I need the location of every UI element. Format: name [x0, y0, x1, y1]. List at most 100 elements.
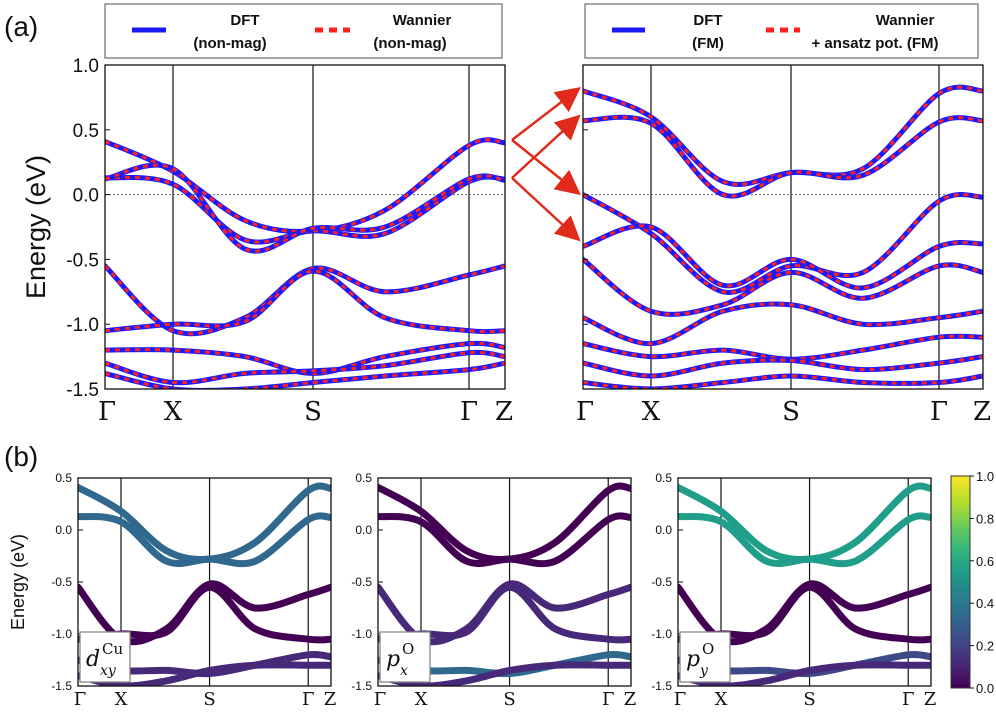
- y-tick-label: -0.5: [51, 575, 72, 589]
- dft-band-band-8: [105, 360, 505, 389]
- wannier-band-band-1: [583, 85, 983, 186]
- kpath-label: S: [203, 689, 215, 710]
- y-tick-label: 0.5: [73, 121, 99, 142]
- orbital-sup: O: [702, 640, 714, 658]
- y-tick-label: -0.5: [66, 250, 99, 271]
- panel-label-b: (b): [4, 441, 38, 472]
- wannier-band-band-6: [583, 302, 983, 346]
- kpath-label: Γ: [576, 397, 594, 427]
- wannier-band-band-1: [105, 138, 505, 233]
- wannier-band-band-5: [583, 258, 983, 316]
- kpath-label: X: [415, 689, 428, 710]
- y-tick-label: 0.0: [655, 523, 672, 537]
- legend-right-dft-line2: (FM): [692, 35, 724, 52]
- legend-right-wan-line2: + ansatz pot. (FM): [811, 35, 938, 52]
- bands: [105, 137, 505, 389]
- dft-band-band-3: [583, 192, 983, 295]
- dft-band-band-1: [105, 137, 505, 234]
- kpath-label: S: [304, 397, 322, 427]
- kpath-label: Z: [973, 397, 991, 427]
- projected-band-band-2: [678, 512, 931, 568]
- y-tick-label: -1.5: [351, 679, 372, 693]
- wannier-band-band-4: [105, 264, 505, 336]
- kpath-label: Z: [624, 689, 637, 710]
- orbital-label-box: [679, 631, 731, 683]
- kpath-label: S: [803, 689, 815, 710]
- y-tick-label: -1.0: [51, 627, 72, 641]
- dft-band-band-2: [583, 114, 983, 199]
- wannier-band-band-7: [105, 350, 505, 385]
- y-tick-label: -1.5: [66, 380, 99, 401]
- kpath-label: Γ: [98, 397, 116, 427]
- wannier-band-band-3: [105, 163, 505, 253]
- legend-left-dft-line2: (non-mag): [193, 35, 266, 52]
- dft-band-band-3: [105, 162, 505, 254]
- colorbar-tick-label: 0.4: [976, 596, 994, 611]
- kpath-label: S: [782, 397, 800, 427]
- orbital-label-box: [79, 631, 131, 683]
- arrows: [511, 86, 581, 242]
- kpath-label: Z: [924, 689, 937, 710]
- legend-left: DFT (non-mag) Wannier (non-mag): [104, 3, 503, 59]
- axes-frame: [582, 64, 984, 390]
- kpath-label: Γ: [74, 689, 87, 710]
- y-tick-label: -1.0: [351, 627, 372, 641]
- wannier-band-band-2: [583, 115, 983, 198]
- bands: [583, 84, 983, 389]
- kpath-label: Γ: [302, 689, 315, 710]
- y-tick-label: -1.5: [651, 679, 672, 693]
- wannier-band-band-8: [105, 361, 505, 389]
- orbital-sub: y: [699, 663, 709, 679]
- orbital-base: p: [386, 647, 400, 672]
- projected-band-band-6: [78, 661, 331, 686]
- kpath-label: Z: [495, 397, 513, 427]
- panel-label-a: (a): [4, 11, 38, 42]
- y-tick-label: 0.0: [55, 523, 72, 537]
- y-tick-label: 0.0: [73, 186, 99, 207]
- axes-frame: [104, 64, 506, 390]
- chart-b-px: 0.50.0-0.5-1.0-1.5Γ X S Γ Zp xO: [351, 471, 636, 710]
- kpath-label: S: [503, 689, 515, 710]
- kpath-label: Γ: [602, 689, 615, 710]
- arrow-down-1: [511, 139, 581, 196]
- kpath-label: X: [115, 689, 128, 710]
- legend-left-wan-line1: Wannier: [393, 12, 452, 29]
- kpath-label: Γ: [460, 397, 478, 427]
- y-tick-label: 0.5: [55, 471, 72, 485]
- wannier-band-band-8: [583, 355, 983, 378]
- y-axis-label: Energy (eV): [21, 155, 51, 299]
- kpath-label: Γ: [902, 689, 915, 710]
- orbital-sub: x: [400, 663, 408, 679]
- arrow-up-2: [511, 114, 581, 179]
- wannier-band-band-7: [583, 334, 983, 361]
- dft-band-band-5: [105, 268, 505, 335]
- kpath-label: X: [164, 397, 183, 427]
- y-tick-label: -1.0: [66, 315, 99, 336]
- kpath-label: Γ: [374, 689, 387, 710]
- projected-band-band-6: [378, 661, 631, 686]
- legend-right-wan-line1: Wannier: [876, 12, 935, 29]
- y-tick-label: -1.5: [51, 679, 72, 693]
- y-tick-label: 1.0: [73, 56, 99, 77]
- orbital-sub: xy: [100, 663, 117, 679]
- y-axis-label: Energy (eV): [8, 534, 28, 630]
- kpath-label: Z: [324, 689, 337, 710]
- projected-band-band-6: [678, 661, 931, 686]
- legend-left-dft-line1: DFT: [230, 12, 259, 29]
- legend-right-dft-line1: DFT: [693, 12, 722, 29]
- chart-b-py: 0.50.0-0.5-1.0-1.5Γ X S Γ Zp yO: [651, 471, 936, 710]
- orbital-label: p xO: [379, 631, 431, 683]
- wannier-band-band-4: [583, 224, 983, 290]
- legend-right: DFT (FM) Wannier + ansatz pot. (FM): [584, 3, 979, 59]
- colorbar-tick-label: 0.6: [976, 554, 994, 569]
- dft-band-band-2: [105, 174, 505, 245]
- wannier-band-band-3: [583, 193, 983, 294]
- y-tick-label: -0.5: [651, 575, 672, 589]
- dft-band-band-1: [583, 84, 983, 187]
- colorbar-tick-label: 0.8: [976, 511, 994, 526]
